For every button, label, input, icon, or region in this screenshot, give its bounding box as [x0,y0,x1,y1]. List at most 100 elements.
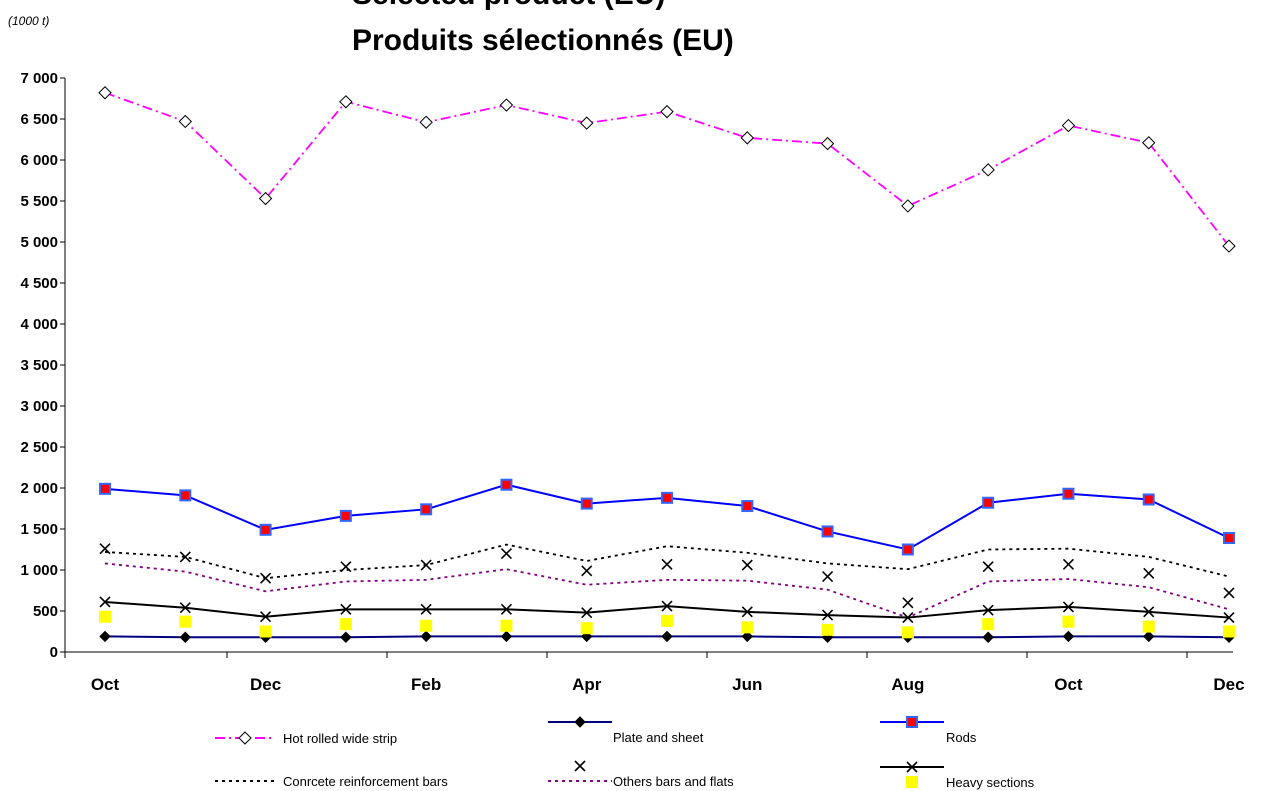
data-point [1062,558,1074,570]
data-point [661,630,673,643]
data-point [660,104,674,119]
data-point [339,618,352,631]
data-point [179,551,191,563]
data-point [822,570,834,583]
legend-marker [238,731,252,745]
legend-item-x-marker [574,760,586,772]
data-point [821,623,834,636]
series-0 [98,86,1236,253]
data-point [1223,611,1235,624]
y-tick-label: 0 [50,644,58,661]
data-point [580,622,593,635]
data-point [420,630,432,643]
legend-label: Conrcete reinforcement bars [283,774,448,789]
data-point [340,561,352,573]
data-point [178,114,192,129]
data-point [661,558,673,570]
data-point [901,199,915,213]
data-point [741,630,753,643]
data-point [741,559,753,571]
data-point [339,95,353,109]
data-point [1222,239,1236,253]
data-point [500,630,513,643]
data-point [901,626,914,639]
data-point [901,543,914,556]
y-tick-label: 1 500 [20,521,58,538]
y-tick-label: 5 500 [20,193,58,210]
series-2 [99,478,1235,556]
data-point [259,625,272,638]
data-point [661,614,673,627]
data-point [740,131,754,145]
data-point [258,191,273,206]
data-point [1062,615,1075,628]
data-point [259,523,272,536]
data-point [340,631,352,643]
data-point [902,611,914,624]
y-tick-label: 4 000 [20,316,58,333]
legend-marker [906,776,918,788]
y-tick-label: 7 000 [20,70,58,87]
data-point [1223,587,1235,599]
y-tick-label: 3 500 [20,357,58,374]
data-point [98,86,112,100]
data-point [1223,625,1235,638]
legend-item-yellow-marker [906,776,918,788]
legend-label: Heavy sections [946,775,1035,790]
data-point [1142,136,1156,150]
legend-marker [906,761,918,773]
data-point [500,619,513,632]
data-point [981,163,995,177]
data-point [1062,601,1074,613]
data-point [741,606,753,618]
x-tick-label: Oct [91,675,120,694]
data-point [420,619,433,632]
data-point [420,603,432,615]
data-point [1062,487,1075,500]
data-point [581,607,593,619]
data-point [1143,567,1155,579]
legend-item-0: Hot rolled wide strip [215,731,397,746]
y-tick-label: 2 500 [20,439,58,456]
legend-label: Rods [946,730,977,745]
data-point [820,136,835,151]
data-point [99,610,111,623]
legend-label: Others bars and flats [613,774,734,789]
y-tick-label: 1 000 [20,562,58,579]
series-3 [104,543,1230,580]
data-point [1061,118,1076,133]
y-tick-label: 500 [33,603,58,620]
legend-marker [574,760,586,772]
legend-item-5: Heavy sections [880,761,1035,790]
series-4 [104,562,1230,619]
y-tick-label: 6 500 [20,111,58,128]
series-layer [98,86,1236,643]
x-tick-label: Apr [572,675,602,694]
unit-label: (1000 t) [8,14,49,28]
series-line [104,543,1230,580]
data-point [500,603,512,615]
data-point [500,548,512,560]
data-point [99,596,111,608]
x-tick-label: Aug [891,675,924,694]
data-point [661,491,673,504]
data-point [339,509,352,522]
x-tick-label: Dec [250,675,281,694]
data-point [179,602,191,614]
data-point [580,116,594,130]
legend-label: Plate and sheet [613,730,704,745]
data-point [419,115,433,129]
legend-marker [574,716,586,728]
chart-title: Selected product (EU) [352,0,665,11]
data-point [1062,630,1075,643]
data-point [99,543,111,555]
y-tick-label: 3 000 [20,398,58,415]
data-point [821,525,834,538]
data-point [1142,493,1155,506]
data-point [420,503,433,516]
data-point [982,496,995,509]
data-point [179,615,192,628]
data-point [260,611,272,623]
data-point [822,609,834,621]
